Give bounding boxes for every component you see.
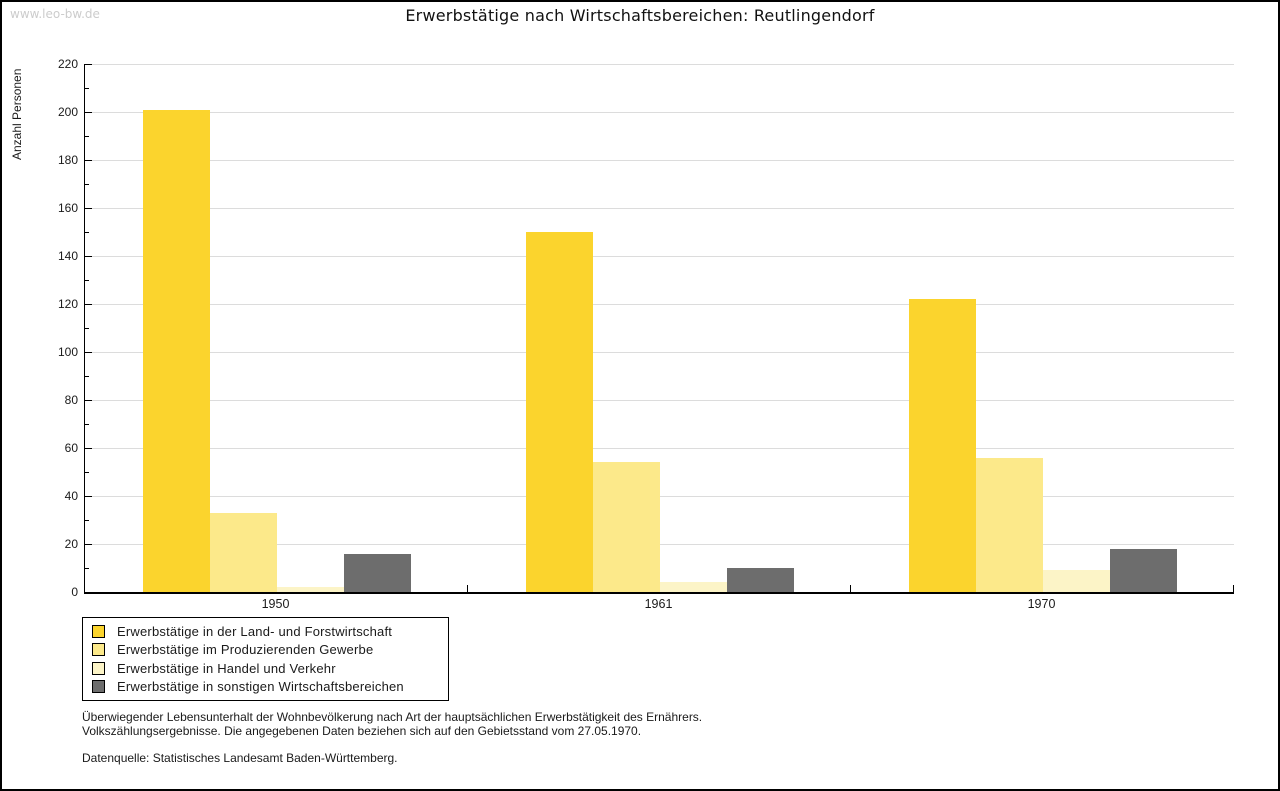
y-minor-tick bbox=[85, 520, 89, 521]
legend-swatch bbox=[92, 661, 105, 675]
gridline bbox=[85, 160, 1234, 161]
y-tick-label: 20 bbox=[64, 537, 78, 551]
datasource-note: Datenquelle: Statistisches Landesamt Bad… bbox=[82, 751, 398, 765]
y-major-tick bbox=[85, 544, 92, 545]
legend-label: Erwerbstätige in der Land- und Forstwirt… bbox=[117, 623, 393, 639]
y-minor-tick bbox=[85, 376, 89, 377]
y-tick-label: 200 bbox=[57, 105, 78, 119]
bar-4-1961 bbox=[727, 568, 794, 592]
bar-3-1950 bbox=[277, 587, 344, 592]
y-tick-label: 0 bbox=[71, 585, 78, 599]
legend-item: Erwerbstätige in sonstigen Wirtschaftsbe… bbox=[92, 679, 444, 694]
y-tick-label: 140 bbox=[57, 249, 78, 263]
legend-item: Erwerbstätige im Produzierenden Gewerbe bbox=[92, 642, 444, 657]
gridline bbox=[85, 400, 1234, 401]
x-tick bbox=[467, 585, 468, 592]
bar-4-1950 bbox=[344, 554, 411, 592]
y-major-tick bbox=[85, 304, 92, 305]
gridline bbox=[85, 208, 1234, 209]
gridline bbox=[85, 304, 1234, 305]
footnote-line: Überwiegender Lebensunterhalt der Wohnbe… bbox=[82, 710, 703, 724]
plot-area bbox=[84, 64, 1234, 594]
gridline bbox=[85, 112, 1234, 113]
x-tick bbox=[1233, 585, 1234, 592]
y-minor-tick bbox=[85, 328, 89, 329]
y-major-tick bbox=[85, 448, 92, 449]
legend-label: Erwerbstätige im Produzierenden Gewerbe bbox=[117, 642, 374, 658]
legend-label: Erwerbstätige in Handel und Verkehr bbox=[117, 660, 336, 676]
gridline bbox=[85, 64, 1234, 65]
y-tick-label: 80 bbox=[64, 393, 78, 407]
y-major-tick bbox=[85, 496, 92, 497]
y-major-tick bbox=[85, 352, 92, 353]
gridline bbox=[85, 256, 1234, 257]
y-major-tick bbox=[85, 208, 92, 209]
y-tick-label: 120 bbox=[57, 297, 78, 311]
y-tick-label: 40 bbox=[64, 489, 78, 503]
y-minor-tick bbox=[85, 232, 89, 233]
x-category-label: 1950 bbox=[261, 597, 290, 611]
y-minor-tick bbox=[85, 472, 89, 473]
bar-3-1970 bbox=[1043, 570, 1110, 592]
y-axis-label: Anzahl Personen bbox=[10, 68, 24, 160]
x-category-label: 1961 bbox=[644, 597, 673, 611]
legend-item: Erwerbstätige in Handel und Verkehr bbox=[92, 661, 444, 676]
watermark: www.leo-bw.de bbox=[10, 7, 100, 21]
y-tick-label: 180 bbox=[57, 153, 78, 167]
legend: Erwerbstätige in der Land- und Forstwirt… bbox=[82, 617, 449, 701]
bar-2-1950 bbox=[210, 513, 277, 592]
y-minor-tick bbox=[85, 136, 89, 137]
y-minor-tick bbox=[85, 184, 89, 185]
bar-2-1970 bbox=[976, 458, 1043, 592]
y-minor-tick bbox=[85, 280, 89, 281]
chart-title: Erwerbstätige nach Wirtschaftsbereichen:… bbox=[405, 6, 875, 25]
y-tick-label: 60 bbox=[64, 441, 78, 455]
y-minor-tick bbox=[85, 568, 89, 569]
y-major-tick bbox=[85, 256, 92, 257]
y-tick-label: 160 bbox=[57, 201, 78, 215]
legend-item: Erwerbstätige in der Land- und Forstwirt… bbox=[92, 624, 444, 639]
legend-swatch bbox=[92, 624, 105, 638]
bar-3-1961 bbox=[660, 582, 727, 592]
y-minor-tick bbox=[85, 88, 89, 89]
footnote: Überwiegender Lebensunterhalt der Wohnbe… bbox=[82, 710, 702, 738]
gridline bbox=[85, 352, 1234, 353]
bar-2-1961 bbox=[593, 462, 660, 592]
y-tick-label: 100 bbox=[57, 345, 78, 359]
bar-1-1970 bbox=[909, 299, 976, 592]
legend-label: Erwerbstätige in sonstigen Wirtschaftsbe… bbox=[117, 679, 404, 695]
bar-1-1961 bbox=[526, 232, 593, 592]
bar-1-1950 bbox=[143, 110, 210, 592]
footnote-line: Volkszählungsergebnisse. Die angegebenen… bbox=[82, 724, 642, 738]
y-major-tick bbox=[85, 400, 92, 401]
y-minor-tick bbox=[85, 424, 89, 425]
bar-4-1970 bbox=[1110, 549, 1177, 592]
gridline bbox=[85, 448, 1234, 449]
x-category-label: 1970 bbox=[1027, 597, 1056, 611]
legend-swatch bbox=[92, 643, 105, 657]
y-tick-label: 220 bbox=[57, 57, 78, 71]
y-major-tick bbox=[85, 160, 92, 161]
y-major-tick bbox=[85, 112, 92, 113]
y-major-tick bbox=[85, 64, 92, 65]
legend-swatch bbox=[92, 680, 105, 694]
x-tick bbox=[850, 585, 851, 592]
